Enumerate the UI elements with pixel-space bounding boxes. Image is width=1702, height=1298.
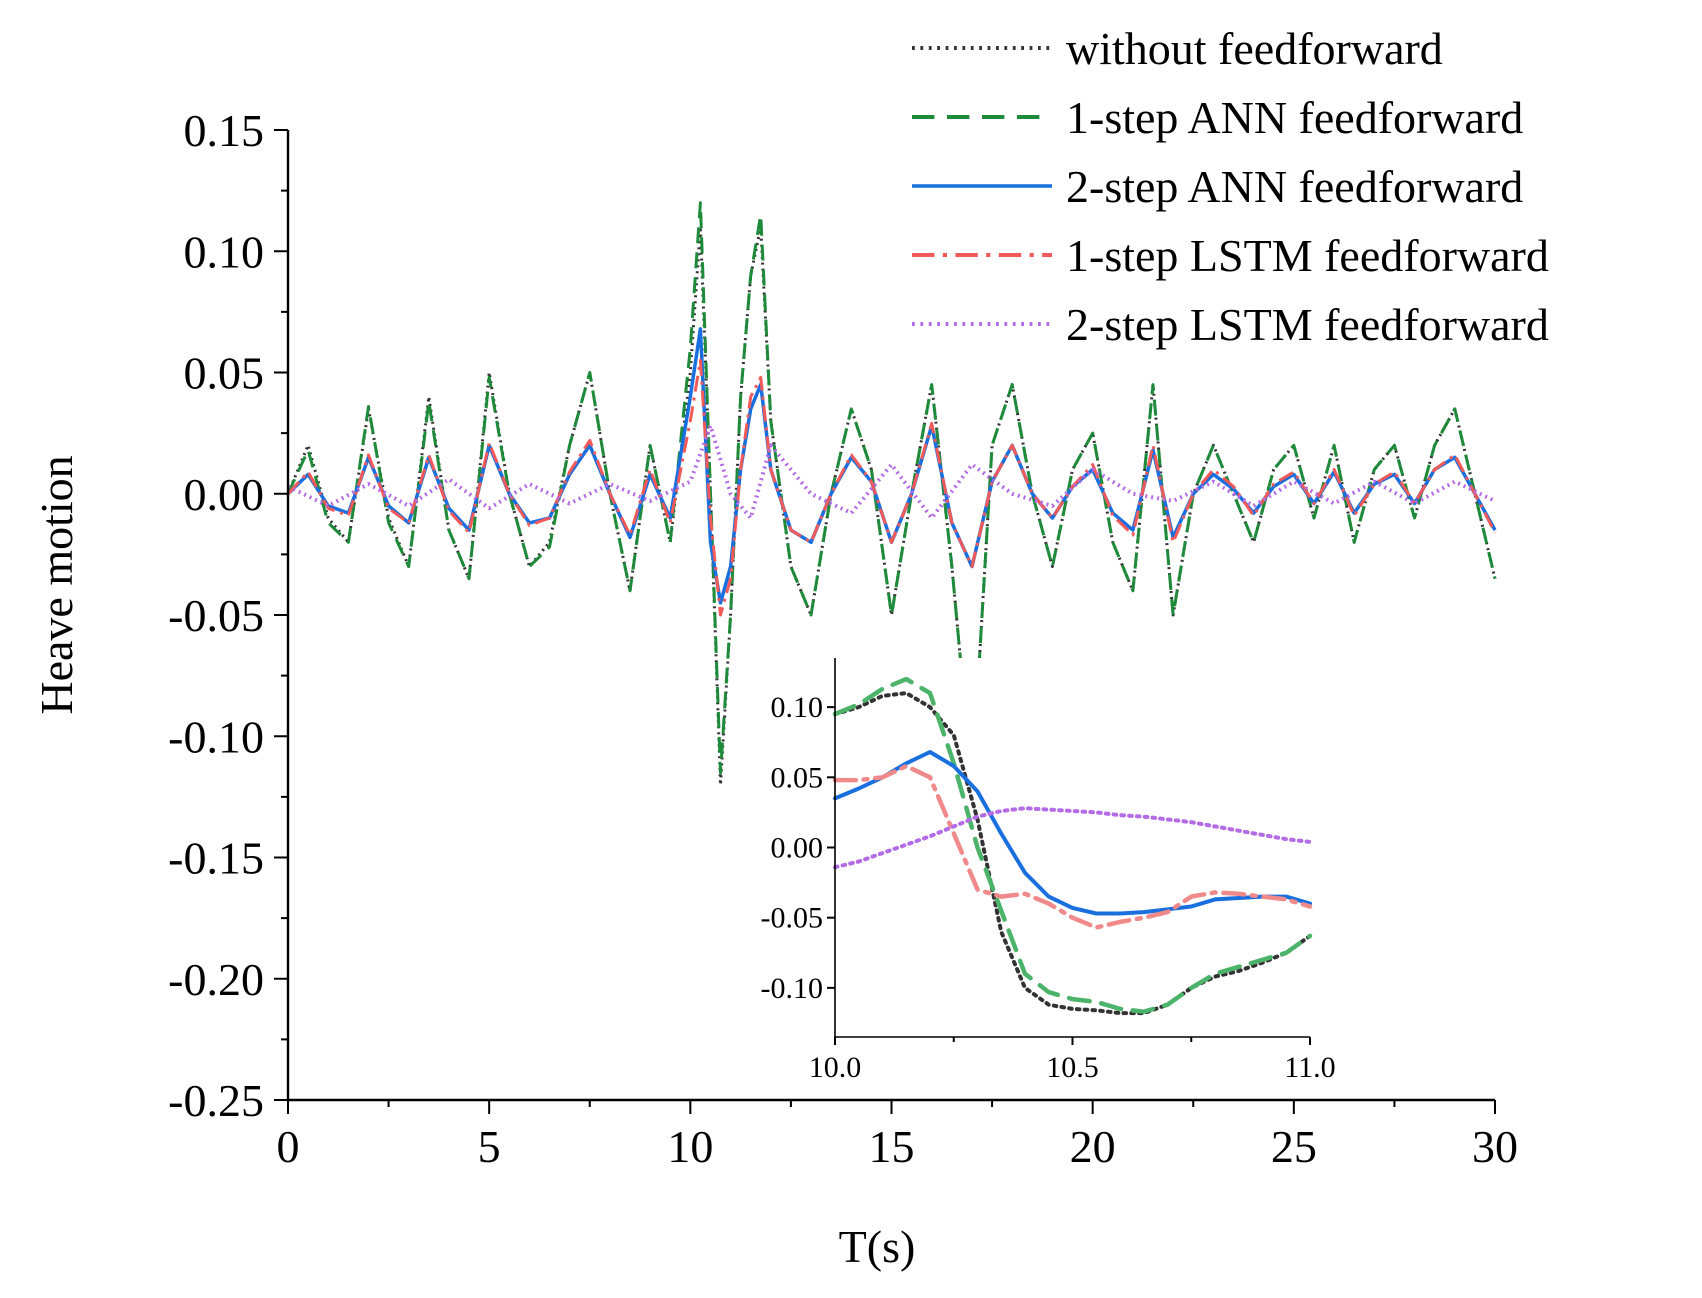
legend-label-1-step-lstm-feedforward: 1-step LSTM feedforward — [1066, 230, 1549, 281]
inset-series-without-feedforward — [833, 691, 1312, 1016]
y-tick-label: -0.10 — [168, 711, 264, 762]
legend-label-without-feedforward: without feedforward — [1066, 23, 1443, 74]
x-tick-label: 30 — [1472, 1121, 1518, 1172]
y-tick-label: -0.20 — [168, 954, 264, 1005]
x-tick-label: 10 — [667, 1121, 713, 1172]
x-tick-label: 25 — [1271, 1121, 1317, 1172]
y-tick-label: 0.15 — [184, 105, 265, 156]
y-tick-label: 0.00 — [184, 469, 265, 520]
x-tick-label: 15 — [869, 1121, 915, 1172]
inset-y-tick-label: 0.05 — [771, 761, 824, 794]
y-axis-title: Heave motion — [31, 455, 82, 714]
y-tick-label: 0.10 — [184, 226, 265, 277]
main-series-1-step-ann-feedforward — [286, 201, 1497, 787]
main-axes: 0.15 0.10 0.05 0.00 -0.05 -0.10 -0.15 -0.20 -0.2… — [168, 105, 1518, 1172]
inset-series-2-step-ann-feedforward — [833, 750, 1312, 916]
inset-series-2-step-lstm-feedforward — [833, 806, 1312, 870]
legend: without feedforward 1-step ANN feedforwar… — [912, 23, 1549, 350]
x-axis-title: T(s) — [839, 1221, 916, 1272]
inset-x-tick-label: 10.5 — [1046, 1051, 1099, 1084]
main-series-layer — [286, 201, 1497, 787]
inset-y-tick-label: -0.10 — [761, 972, 824, 1005]
legend-label-2-step-ann-feedforward: 2-step ANN feedforward — [1066, 161, 1523, 212]
inset-series-1-step-lstm-feedforward — [832, 763, 1313, 930]
legend-label-1-step-ann-feedforward: 1-step ANN feedforward — [1066, 92, 1523, 143]
inset-x-tick-label: 10.0 — [809, 1051, 862, 1084]
x-tick-label: 0 — [277, 1121, 300, 1172]
main-series-1-step-lstm-feedforward — [286, 358, 1497, 617]
y-tick-label: -0.05 — [168, 590, 264, 641]
x-tick-label: 20 — [1070, 1121, 1116, 1172]
main-series-2-step-lstm-feedforward — [287, 423, 1496, 520]
x-tick-label: 5 — [478, 1121, 501, 1172]
y-tick-label: 0.05 — [184, 348, 265, 399]
inset-y-tick-label: 0.00 — [771, 832, 824, 865]
y-tick-label: -0.15 — [168, 833, 264, 884]
legend-label-2-step-lstm-feedforward: 2-step LSTM feedforward — [1066, 299, 1549, 350]
y-tick-label: -0.25 — [168, 1075, 264, 1126]
inset-x-tick-label: 11.0 — [1284, 1051, 1335, 1084]
inset-background — [835, 658, 1310, 1037]
inset-y-tick-label: 0.10 — [771, 691, 824, 724]
inset-chart: 0.10 0.05 0.00 -0.05 -0.10 10.0 10.5 11.0 — [761, 658, 1336, 1084]
inset-y-tick-label: -0.05 — [761, 902, 824, 935]
inset-series-1-step-ann-feedforward — [832, 676, 1313, 1014]
